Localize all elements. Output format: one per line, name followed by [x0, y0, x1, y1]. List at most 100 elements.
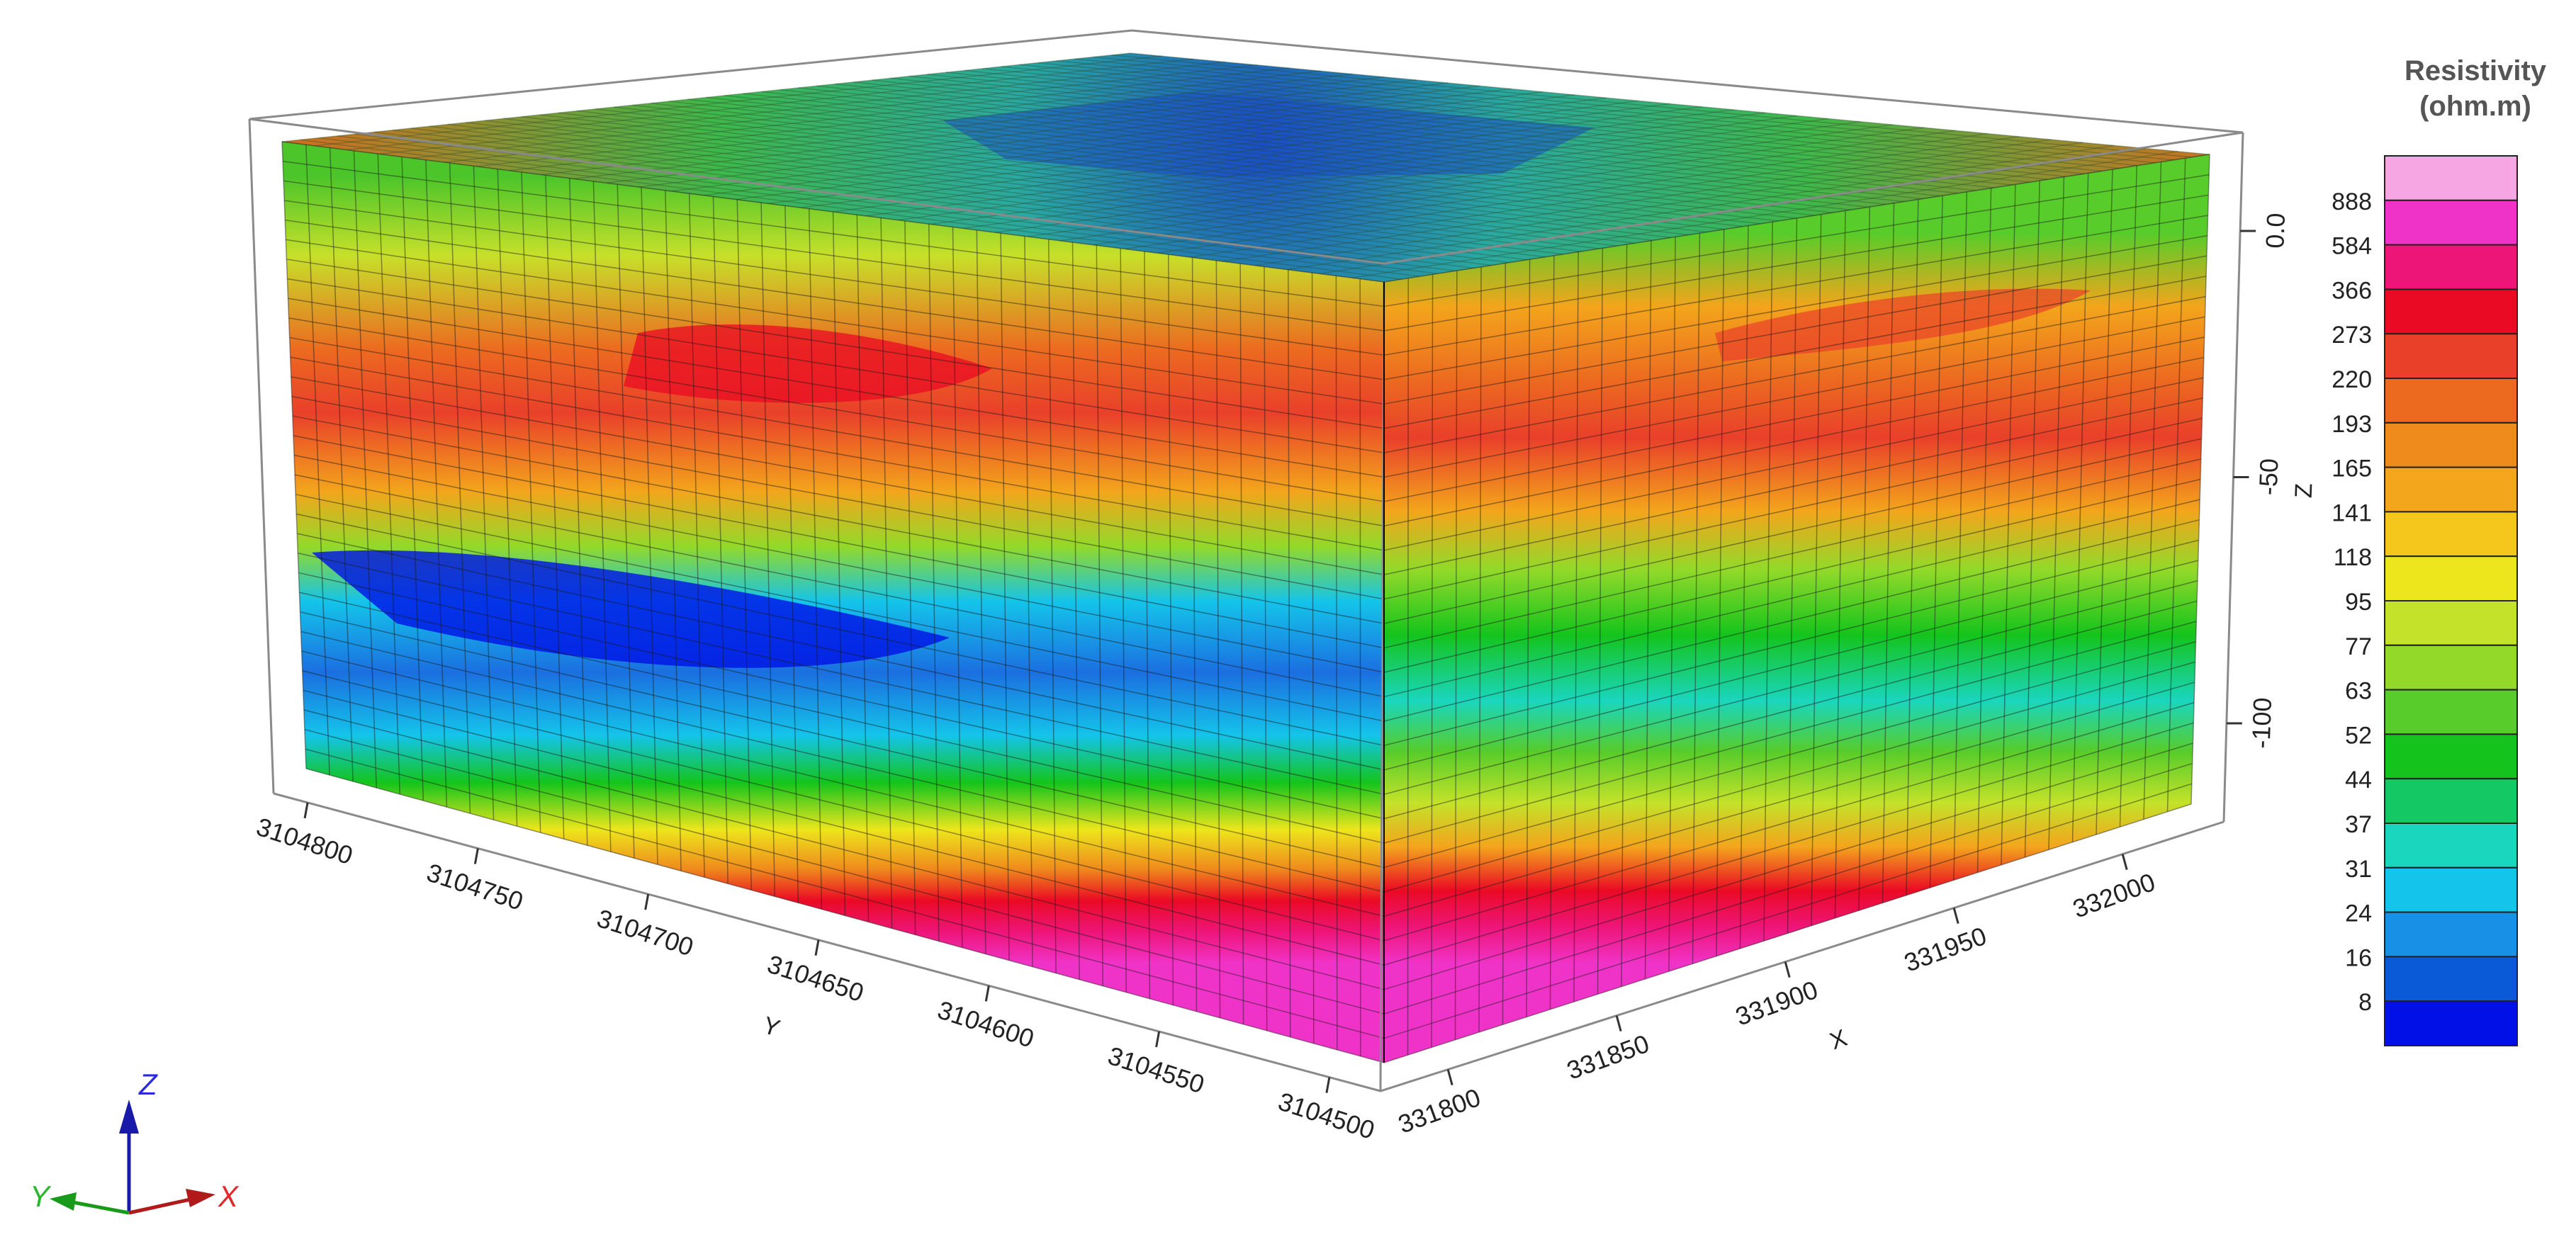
- x-axis-tick-label: 331800: [1394, 1083, 1484, 1139]
- top-face-grid-line: [872, 79, 1959, 194]
- top-face-grid-line: [558, 112, 1653, 242]
- right-face-grid-line: [1383, 560, 2198, 771]
- top-face-grid-line: [743, 93, 1833, 213]
- y-axis-tick: [1155, 1031, 1161, 1048]
- y-axis-tick-label: 3104800: [253, 812, 356, 870]
- right-face-grid-line: [1478, 266, 1482, 1033]
- right-face-grid-line: [1597, 248, 1604, 995]
- right-face-grid-line: [1787, 217, 1798, 934]
- legend-label: 118: [2334, 544, 2372, 571]
- right-face-grid-line: [1383, 701, 2195, 942]
- front-face-grid-line: [305, 145, 330, 776]
- top-face-grid-line: [835, 83, 1923, 200]
- x-axis-title: X: [1826, 1024, 1850, 1055]
- right-face-grid-line: [1692, 233, 1701, 964]
- front-face-grid-line: [286, 239, 1385, 405]
- right-face-grid-line: [1383, 661, 2195, 893]
- y-axis-tick: [1325, 1077, 1331, 1093]
- top-face-grid-line: [945, 72, 2030, 183]
- legend-swatch: [2384, 333, 2518, 380]
- right-face-grid-line: [1383, 519, 2200, 722]
- top-face-grid-line: [833, 103, 1670, 213]
- top-face-grid-line: [1056, 60, 2138, 166]
- legend-swatch: [2384, 466, 2518, 513]
- front-face-grid-line: [300, 631, 1385, 893]
- top-face-grid-line: [930, 112, 1765, 225]
- x-axis-tick-label: 331850: [1563, 1029, 1653, 1085]
- top-face-grid-line: [995, 118, 1829, 233]
- right-face-grid-line: [1407, 278, 1410, 1056]
- top-face-grid-line: [798, 87, 1887, 205]
- top-face-grid-line: [573, 79, 1417, 180]
- right-face-grid-line: [1431, 274, 1434, 1048]
- right-face-grid-line: [1383, 234, 2207, 380]
- y-axis-tick: [984, 985, 990, 1002]
- top-face-grid-line: [347, 58, 1194, 151]
- legend-label: 16: [2345, 944, 2372, 971]
- top-face-grid-line: [638, 85, 1480, 188]
- x-axis-tick-label: 331900: [1731, 975, 1821, 1032]
- right-face-grid-line: [1383, 215, 2208, 356]
- top-face-grid-line: [632, 104, 1726, 230]
- bounding-box-top-edge: [249, 118, 2244, 265]
- top-face-grid-line: [466, 122, 1564, 255]
- right-face-grid: [1383, 154, 2210, 1063]
- top-face-grid-line: [1074, 58, 2156, 164]
- block-top-face: [281, 52, 2210, 283]
- front-face-grid-line: [808, 208, 823, 910]
- top-face-grid-line: [444, 67, 1290, 163]
- legend-label: 24: [2345, 900, 2372, 927]
- front-face-grid-line: [301, 650, 1385, 917]
- triad-z-arrowhead: [119, 1100, 139, 1134]
- right-face-grid-line: [1906, 199, 1919, 895]
- top-face-grid-line: [1111, 54, 2192, 158]
- front-face-grid-line: [1335, 276, 1338, 1050]
- front-face-grid-line: [300, 611, 1385, 869]
- right-face-grid-line: [1383, 803, 2192, 1063]
- legend-swatch: [2384, 244, 2518, 290]
- top-face-grid-line: [1189, 136, 2020, 258]
- front-face-grid-line: [1120, 248, 1127, 993]
- right-face-grid-line: [1383, 194, 2209, 332]
- legend-swatch: [2384, 600, 2518, 646]
- x-axis-tick: [1952, 908, 1959, 924]
- top-face-grid-line: [577, 110, 1672, 239]
- front-face-grid-line: [1096, 245, 1103, 986]
- right-face-grid-line: [1383, 478, 2201, 673]
- front-face-grid-line: [291, 376, 1385, 575]
- right-face-grid-line: [1383, 397, 2203, 575]
- legend-title-line2: (ohm.m): [2419, 91, 2531, 122]
- front-face-grid-line: [712, 196, 729, 884]
- front-face-grid-line: [473, 166, 495, 820]
- front-face-grid-line: [293, 435, 1385, 649]
- front-face-grid-line: [1072, 242, 1080, 980]
- z-axis-tick-label: 0.0: [2260, 213, 2290, 249]
- legend-swatch: [2384, 199, 2518, 246]
- right-face-grid-line: [1383, 255, 2207, 405]
- front-face-grid-line: [286, 259, 1385, 429]
- top-face-grid: [281, 52, 2210, 283]
- top-face-grid-line: [687, 98, 1779, 222]
- front-face-grid-line: [303, 689, 1385, 966]
- top-face-grid-line: [1125, 130, 1956, 250]
- legend-label: 63: [2345, 678, 2372, 705]
- legend-swatch: [2384, 1000, 2518, 1046]
- legend-title-line1: Resistivity: [2405, 55, 2547, 86]
- front-face-grid-line: [294, 474, 1385, 698]
- top-face-grid-line: [982, 67, 2066, 178]
- top-face-grid-line: [541, 76, 1385, 176]
- right-face-grid-line: [1763, 222, 1773, 942]
- top-face-grid-line: [1027, 120, 1861, 237]
- right-face-grid-line: [2190, 154, 2210, 805]
- front-face-grid-line: [1239, 264, 1244, 1024]
- top-face-grid-line: [411, 128, 1510, 264]
- axis-triad: Z X Y: [30, 1068, 240, 1215]
- front-face-grid-line: [289, 337, 1385, 527]
- y-axis-tick-label: 3104500: [1275, 1087, 1378, 1145]
- front-face-grid-line: [288, 298, 1385, 478]
- right-face-grid-line: [1383, 742, 2193, 990]
- right-face-grid-line: [1976, 188, 1992, 873]
- front-face-grid-line: [401, 157, 424, 801]
- front-face-grid-line: [283, 180, 1385, 332]
- top-face-grid-line: [1157, 132, 1988, 254]
